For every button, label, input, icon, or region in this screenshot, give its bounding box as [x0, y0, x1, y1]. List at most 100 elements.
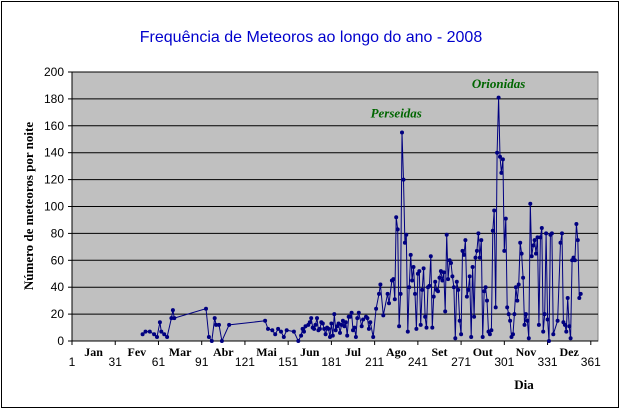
month-label: Out [473, 345, 493, 359]
data-point [495, 150, 500, 155]
data-point [395, 227, 400, 232]
data-point [469, 335, 474, 339]
data-point [172, 316, 177, 321]
data-point [523, 312, 528, 317]
x-tick-label: 181 [321, 355, 341, 369]
data-point [352, 325, 357, 330]
data-point [423, 314, 428, 319]
data-point [302, 329, 306, 334]
data-point [417, 269, 422, 274]
month-label: Ago [386, 345, 407, 359]
data-point [348, 314, 353, 319]
data-point [443, 309, 448, 314]
data-point [326, 326, 331, 331]
month-label: Mai [256, 345, 277, 359]
x-tick-label: 151 [278, 355, 298, 369]
data-point [155, 335, 159, 339]
data-point [333, 328, 338, 333]
data-point [466, 287, 471, 292]
data-point [165, 335, 170, 339]
data-point [152, 332, 157, 337]
data-point [413, 291, 417, 296]
data-point [575, 238, 580, 243]
data-point [279, 329, 283, 334]
y-tick-label: 20 [51, 307, 65, 321]
data-point [456, 287, 461, 292]
data-point [266, 326, 270, 331]
x-tick-label: 91 [195, 355, 209, 369]
data-point [147, 329, 152, 334]
data-point [281, 335, 286, 339]
data-point [474, 248, 479, 253]
data-point [424, 325, 429, 330]
data-point [214, 322, 219, 327]
x-tick-label: 121 [235, 355, 255, 369]
data-point [574, 222, 579, 226]
data-point [516, 282, 521, 287]
data-point [404, 232, 409, 237]
data-point [511, 332, 515, 337]
data-point [315, 316, 319, 321]
month-labels: Jan Fev Mar Abr Mai Jun Jul Ago Set Out Nov Dez [84, 345, 579, 359]
chart-title: Frequência de Meteoros ao longo do ano -… [140, 29, 483, 46]
data-point [480, 335, 485, 339]
month-label: Set [431, 345, 447, 359]
data-point [565, 296, 570, 300]
data-point [428, 254, 433, 259]
data-point [374, 306, 379, 311]
data-point [539, 226, 544, 230]
data-point [342, 324, 347, 329]
x-tick-label: 241 [408, 355, 428, 369]
data-point [470, 265, 475, 269]
data-point [169, 316, 174, 321]
data-point [359, 324, 364, 329]
data-point [498, 154, 502, 159]
data-point [206, 335, 211, 339]
data-point [410, 278, 415, 283]
data-point [323, 332, 328, 337]
data-point [493, 305, 498, 310]
data-point [320, 321, 325, 326]
y-tick-label: 120 [44, 173, 64, 187]
data-point [368, 320, 373, 325]
data-point [463, 238, 468, 243]
data-point [512, 312, 517, 317]
data-point [414, 326, 419, 331]
data-point [418, 322, 423, 327]
data-point [536, 322, 541, 327]
data-point [482, 289, 487, 294]
data-point [313, 322, 318, 327]
y-tick-label: 160 [44, 119, 64, 133]
data-point [284, 328, 289, 333]
data-point [513, 285, 518, 290]
data-point [449, 261, 453, 265]
data-point [170, 308, 175, 313]
data-point [361, 317, 366, 322]
data-point [227, 322, 232, 327]
data-point [459, 332, 464, 337]
x-tick-labels: 1 31 61 91 121 151 181 211 241 271 301 331 361 [69, 355, 601, 369]
data-point [479, 238, 484, 243]
data-point [381, 313, 386, 318]
y-tick-label: 140 [44, 146, 64, 160]
month-label: Jul [345, 345, 362, 359]
month-label: Fev [128, 345, 147, 359]
data-point [329, 321, 334, 326]
data-point [535, 235, 540, 240]
data-point [522, 322, 527, 327]
data-point [490, 228, 495, 233]
data-point [531, 243, 536, 248]
data-point [401, 177, 406, 182]
data-point [489, 328, 494, 333]
y-tick-label: 100 [44, 200, 64, 214]
y-tick-label: 80 [51, 226, 65, 240]
y-tick-labels: 0 20 40 60 80 100 120 140 160 180 200 [44, 65, 64, 348]
data-point [545, 317, 550, 322]
data-point [217, 322, 221, 327]
data-point [457, 318, 462, 323]
data-point [521, 275, 526, 280]
axes [71, 72, 598, 345]
data-point [398, 291, 403, 296]
data-point [140, 332, 145, 337]
data-point [411, 265, 416, 269]
